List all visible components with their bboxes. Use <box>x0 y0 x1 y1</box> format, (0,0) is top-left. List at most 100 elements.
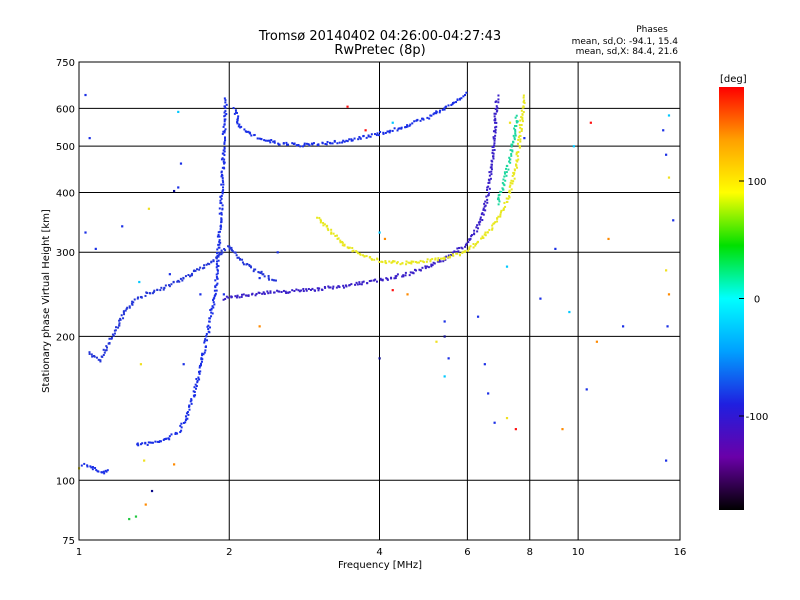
data-point <box>235 254 238 257</box>
data-point <box>111 333 114 336</box>
data-point <box>282 142 285 145</box>
data-point <box>209 309 212 312</box>
data-point <box>443 108 446 111</box>
data-point <box>237 115 240 118</box>
data-point <box>103 472 106 475</box>
data-point <box>221 190 224 193</box>
data-point <box>237 125 240 128</box>
data-point <box>515 120 518 123</box>
data-point <box>412 272 415 275</box>
data-point <box>118 324 121 327</box>
y-axis-ticks: 75 100 200 300 400 500 600 750 <box>56 58 75 547</box>
x-axis-ticks: 1 2 4 6 8 10 16 <box>76 547 687 558</box>
data-point <box>501 187 504 190</box>
data-point <box>250 266 253 269</box>
data-point <box>499 215 502 218</box>
phases-stats-o: mean, sd,O: -94.1, 15.4 <box>572 37 679 47</box>
data-point <box>189 400 192 403</box>
data-point <box>476 240 479 243</box>
data-point <box>335 286 338 289</box>
colorbar-ticks: 100 0 -100 <box>739 177 768 423</box>
data-point <box>434 257 437 260</box>
data-point <box>220 183 223 186</box>
data-point <box>382 131 385 134</box>
data-point <box>499 190 502 193</box>
data-point <box>184 421 187 424</box>
data-point <box>223 131 226 134</box>
data-point <box>399 263 402 266</box>
data-point <box>327 285 330 288</box>
data-point <box>222 160 225 163</box>
data-point <box>523 137 526 140</box>
data-point <box>621 325 625 328</box>
data-point <box>391 289 394 292</box>
data-point <box>207 324 210 327</box>
data-point <box>326 227 329 230</box>
data-point <box>300 289 303 292</box>
data-point <box>447 104 450 107</box>
data-point <box>386 130 389 133</box>
data-point <box>672 219 675 222</box>
data-point <box>474 244 477 247</box>
data-point <box>305 142 308 145</box>
data-point <box>515 114 518 117</box>
data-point <box>607 237 610 241</box>
data-point <box>361 281 364 284</box>
data-point <box>200 362 203 365</box>
data-point <box>518 145 521 148</box>
data-point <box>429 258 432 261</box>
data-point <box>346 140 349 143</box>
data-point <box>203 351 206 354</box>
data-point <box>510 152 513 155</box>
data-point <box>519 138 522 141</box>
data-point <box>388 260 391 263</box>
x-axis-label: Frequency [MHz] <box>338 560 422 571</box>
data-point <box>522 105 525 108</box>
data-point <box>490 170 493 173</box>
data-point <box>108 341 111 344</box>
data-point <box>104 349 107 352</box>
data-point <box>387 130 390 133</box>
data-point <box>176 432 179 435</box>
data-point <box>225 103 228 106</box>
data-point <box>478 223 481 226</box>
data-point <box>187 274 190 277</box>
data-point <box>331 287 334 290</box>
data-point <box>328 141 331 144</box>
data-point <box>517 158 520 161</box>
data-point <box>665 459 668 462</box>
data-point <box>319 218 322 221</box>
data-point <box>480 213 483 216</box>
data-point <box>192 390 195 393</box>
data-point <box>149 441 152 444</box>
data-point <box>484 209 487 212</box>
data-point <box>329 286 332 289</box>
data-point <box>223 120 226 123</box>
data-point <box>470 234 473 237</box>
data-point <box>293 290 296 293</box>
data-point <box>256 137 259 140</box>
data-point <box>432 113 435 116</box>
data-point <box>508 156 511 159</box>
data-point <box>522 111 525 114</box>
data-point <box>269 291 272 294</box>
data-point <box>263 139 266 142</box>
data-point <box>497 98 500 101</box>
data-point <box>440 257 443 260</box>
data-point <box>419 259 422 262</box>
data-point <box>477 221 480 224</box>
data-point <box>196 379 199 382</box>
data-point <box>165 437 168 440</box>
data-point <box>398 127 401 130</box>
data-point <box>511 150 514 153</box>
data-point <box>497 94 500 97</box>
data-point <box>302 287 305 290</box>
data-point <box>502 208 505 211</box>
data-point <box>94 247 97 250</box>
data-point <box>493 142 496 145</box>
data-point <box>99 360 102 363</box>
data-point <box>196 268 199 271</box>
data-point <box>245 263 248 266</box>
phases-heading: Phases <box>636 25 668 35</box>
data-point <box>152 291 155 294</box>
